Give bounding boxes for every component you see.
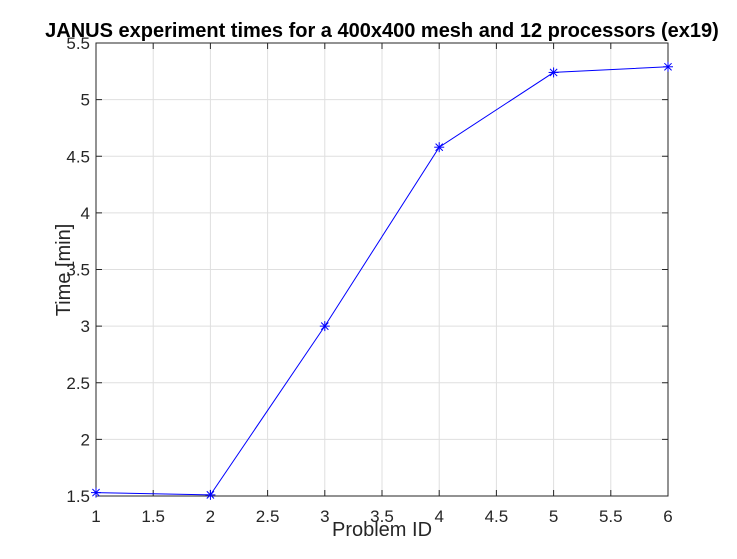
y-tick-label: 3.5 [66, 261, 90, 280]
x-tick-label: 5.5 [599, 507, 623, 526]
data-point-marker [91, 487, 101, 498]
y-tick-label: 1.5 [66, 487, 90, 506]
x-tick-label: 5 [549, 507, 558, 526]
x-tick-labels: 1 1.5 2 2.5 3 3.5 4 4.5 5 5.5 6 [91, 507, 672, 526]
x-tick-label: 1 [91, 507, 100, 526]
x-tick-label: 1.5 [141, 507, 165, 526]
y-tick-label: 4.5 [66, 147, 90, 166]
data-point-marker [663, 61, 673, 72]
y-tick-label: 5 [81, 91, 90, 110]
y-tick-label: 2.5 [66, 374, 90, 393]
x-tick-label: 2.5 [256, 507, 280, 526]
y-tick-labels: 1.5 2 2.5 3 3.5 4 4.5 5 5.5 [66, 34, 90, 506]
y-tick-label: 4 [81, 204, 90, 223]
grid [96, 43, 668, 496]
x-axis-label: Problem ID [332, 519, 432, 541]
y-tick-label: 3 [81, 317, 90, 336]
data-point-marker [434, 142, 445, 153]
chart-title: JANUS experiment times for a 400x400 mes… [45, 20, 719, 42]
data-series [91, 61, 673, 500]
data-point-marker [319, 321, 330, 332]
x-tick-label: 4.5 [485, 507, 509, 526]
data-point-marker [205, 489, 216, 500]
x-tick-label: 6 [663, 507, 672, 526]
data-point-marker [548, 67, 559, 78]
y-axis-label: Time [min] [53, 224, 75, 317]
y-tick-label: 2 [81, 430, 90, 449]
series-line [95, 66, 669, 496]
x-tick-label: 3 [320, 507, 329, 526]
x-tick-label: 2 [206, 507, 215, 526]
x-tick-label: 4 [434, 507, 443, 526]
x-tick-label: 3.5 [370, 507, 394, 526]
y-tick-label: 5.5 [66, 34, 90, 53]
